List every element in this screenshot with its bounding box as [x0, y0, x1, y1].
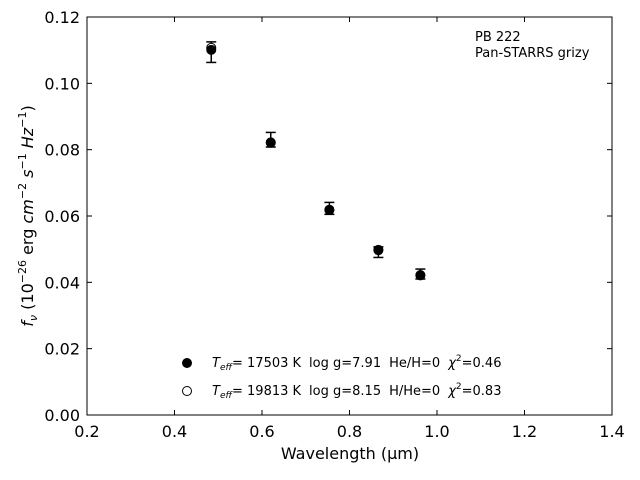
x-tick-label: 0.8: [337, 422, 362, 441]
data-point-filled: [415, 270, 426, 281]
data-point-filled: [265, 137, 276, 148]
y-tick-label: 0.06: [44, 207, 80, 226]
data-point-filled: [206, 44, 217, 55]
x-tick-label: 0.2: [74, 422, 99, 441]
y-axis-ticks: 0.00 0.02 0.04 0.06 0.08 0.10 0.12: [44, 8, 612, 425]
y-tick-label: 0.04: [44, 273, 80, 292]
annotation-survey: Pan-STARRS grizy: [475, 46, 590, 61]
y-tick-label: 0.10: [44, 74, 80, 93]
error-bars: [206, 41, 426, 280]
x-tick-label: 1.0: [424, 422, 449, 441]
data-points: [206, 42, 426, 281]
data-point-filled: [373, 245, 384, 256]
y-tick-label: 0.02: [44, 340, 80, 359]
x-axis-label: Wavelength (μm): [281, 444, 419, 463]
legend-marker-filled: [182, 358, 192, 368]
legend-marker-open: [182, 386, 192, 396]
y-tick-label: 0.00: [44, 406, 80, 425]
x-tick-label: 1.4: [599, 422, 624, 441]
x-tick-label: 1.2: [512, 422, 537, 441]
y-tick-label: 0.08: [44, 141, 80, 160]
x-tick-label: 0.4: [162, 422, 187, 441]
x-axis-ticks: 0.2 0.4 0.6 0.8 1.0 1.2 1.4: [74, 17, 625, 441]
y-tick-label: 0.12: [44, 8, 80, 27]
annotation-object-name: PB 222: [475, 30, 521, 45]
data-point-filled: [324, 204, 335, 215]
x-tick-label: 0.6: [249, 422, 274, 441]
y-axis-label: fν (10−26 erg cm−2 s−1 Hz−1): [16, 105, 40, 326]
